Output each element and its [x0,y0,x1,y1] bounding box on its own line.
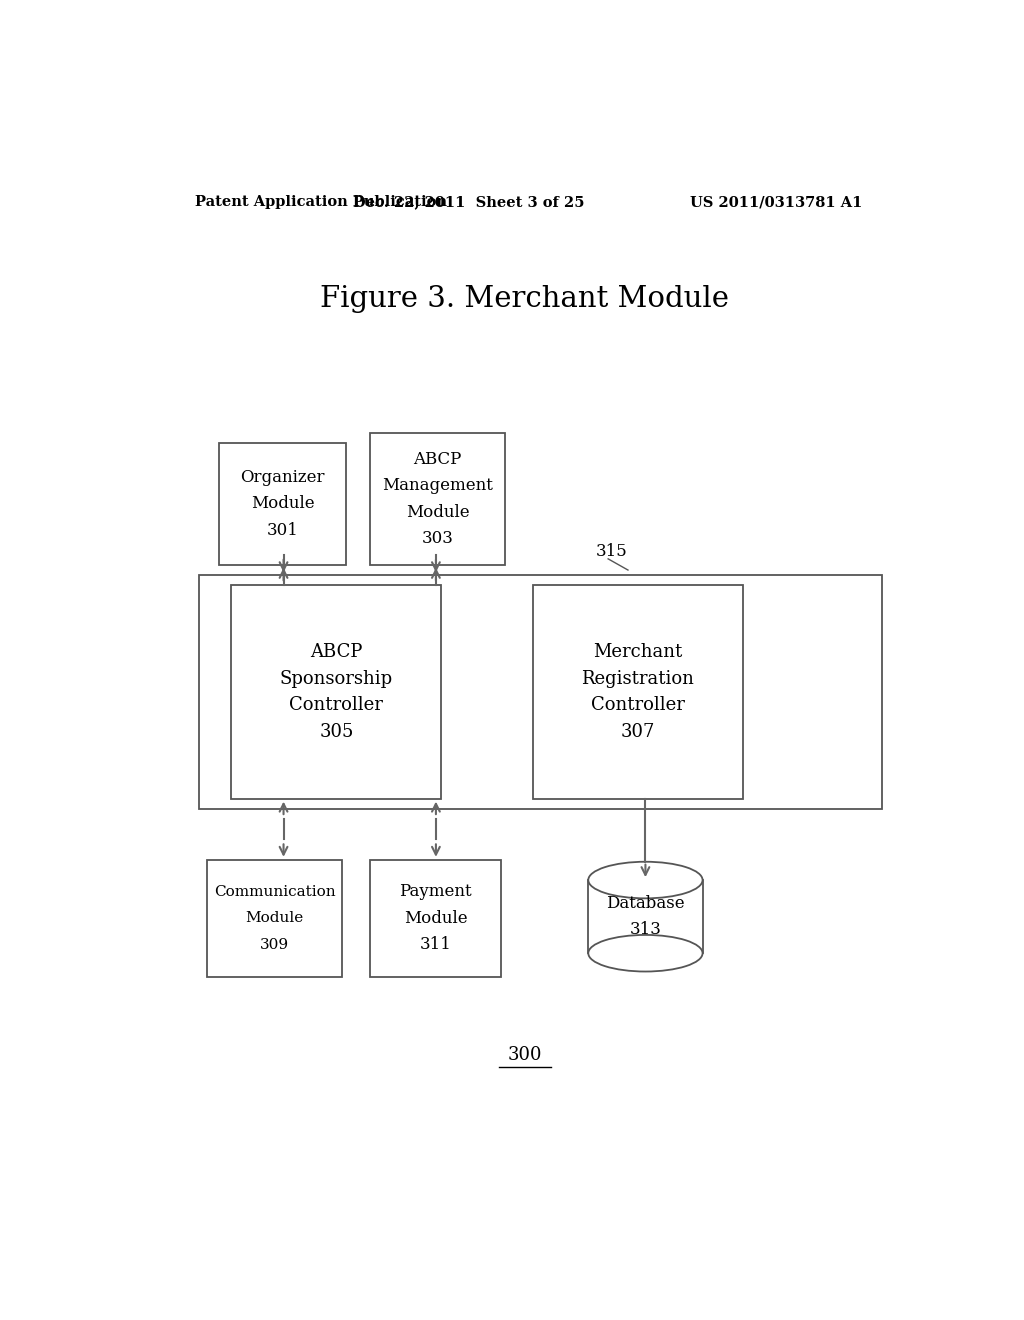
Bar [200,576,882,809]
Text: 315: 315 [596,544,628,560]
Bar [219,444,346,565]
Ellipse shape [589,935,702,972]
Text: 307: 307 [621,722,655,741]
Text: Registration: Registration [582,669,694,688]
Bar [370,859,501,977]
Text: Module: Module [403,909,467,927]
Ellipse shape [589,862,702,899]
Text: US 2011/0313781 A1: US 2011/0313781 A1 [690,195,862,209]
Text: 311: 311 [420,936,452,953]
Text: Organizer: Organizer [241,469,325,486]
Text: Sponsorship: Sponsorship [280,669,393,688]
Text: 313: 313 [630,921,662,939]
Bar [207,859,342,977]
Text: ABCP: ABCP [414,450,462,467]
Text: 301: 301 [267,521,299,539]
Bar [588,880,702,953]
Text: Dec. 22, 2011  Sheet 3 of 25: Dec. 22, 2011 Sheet 3 of 25 [353,195,585,209]
Bar [231,585,441,799]
Text: Communication: Communication [214,884,336,899]
Text: Module: Module [246,911,304,925]
Text: Figure 3. Merchant Module: Figure 3. Merchant Module [321,285,729,313]
Text: 305: 305 [319,722,353,741]
Text: Database: Database [606,895,685,912]
Text: Management: Management [382,478,493,494]
Text: 309: 309 [260,937,290,952]
Text: 303: 303 [422,531,454,546]
Text: Controller: Controller [290,696,383,714]
Text: Controller: Controller [591,696,685,714]
Bar [532,585,743,799]
Text: Patent Application Publication: Patent Application Publication [196,195,447,209]
Text: Payment: Payment [399,883,472,900]
Bar [370,433,505,565]
Text: ABCP: ABCP [310,643,362,661]
Text: Module: Module [406,504,469,520]
Text: Module: Module [251,495,314,512]
Text: Merchant: Merchant [593,643,683,661]
Text: 300: 300 [508,1045,542,1064]
